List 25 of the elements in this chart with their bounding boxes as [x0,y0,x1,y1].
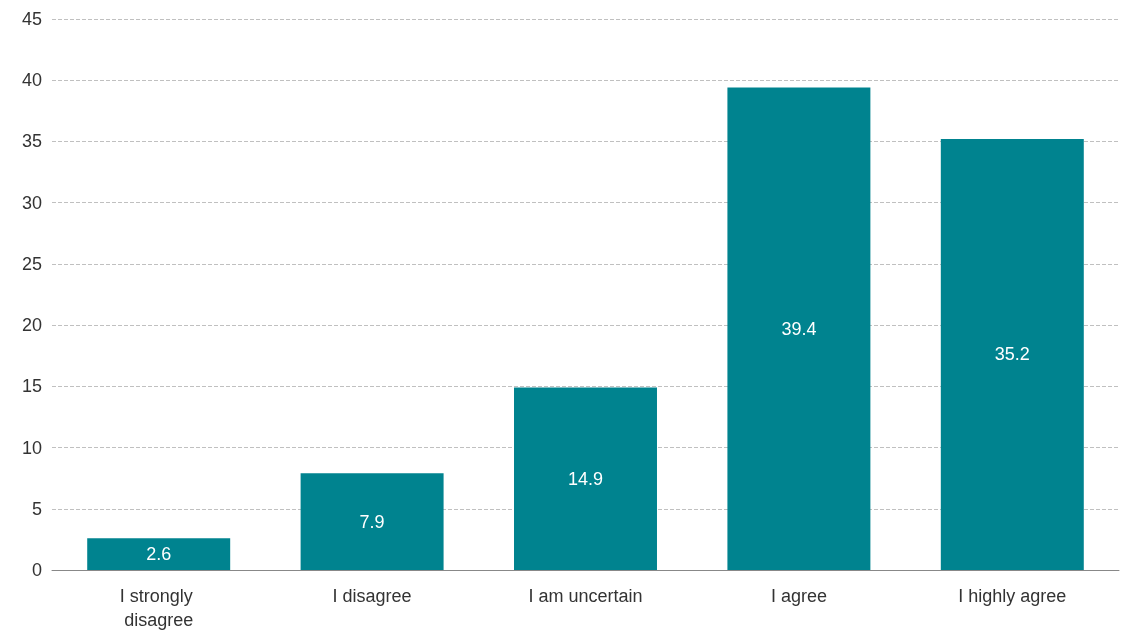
data-label: 2.6 [146,544,172,565]
bar [514,387,657,570]
x-tick-label: I disagree [332,586,412,606]
data-label: 39.4 [781,318,817,339]
x-tick-label: I strongly disagree [119,586,198,630]
bar [300,473,444,570]
y-tick-label: 15 [21,376,42,397]
bar [87,538,231,570]
bar [940,139,1084,570]
y-tick-label: 35 [21,131,42,152]
y-tick-label: 5 [31,498,42,519]
x-tick-label: I highly agree [958,586,1067,606]
y-tick-label: 45 [21,9,42,29]
data-label: 14.9 [567,468,604,489]
x-tick-label: I agree [770,586,827,606]
y-tick-label: 30 [21,192,42,213]
y-tick-label: 20 [21,315,42,336]
bar [727,87,871,570]
y-tick-label: 10 [21,437,42,458]
data-label: 7.9 [359,511,385,532]
y-tick-label: 40 [21,70,42,91]
x-tick-label: I am uncertain [528,586,643,606]
y-tick-label: 25 [21,253,42,274]
data-label: 35.2 [994,344,1030,365]
y-tick-label: 0 [31,560,42,580]
